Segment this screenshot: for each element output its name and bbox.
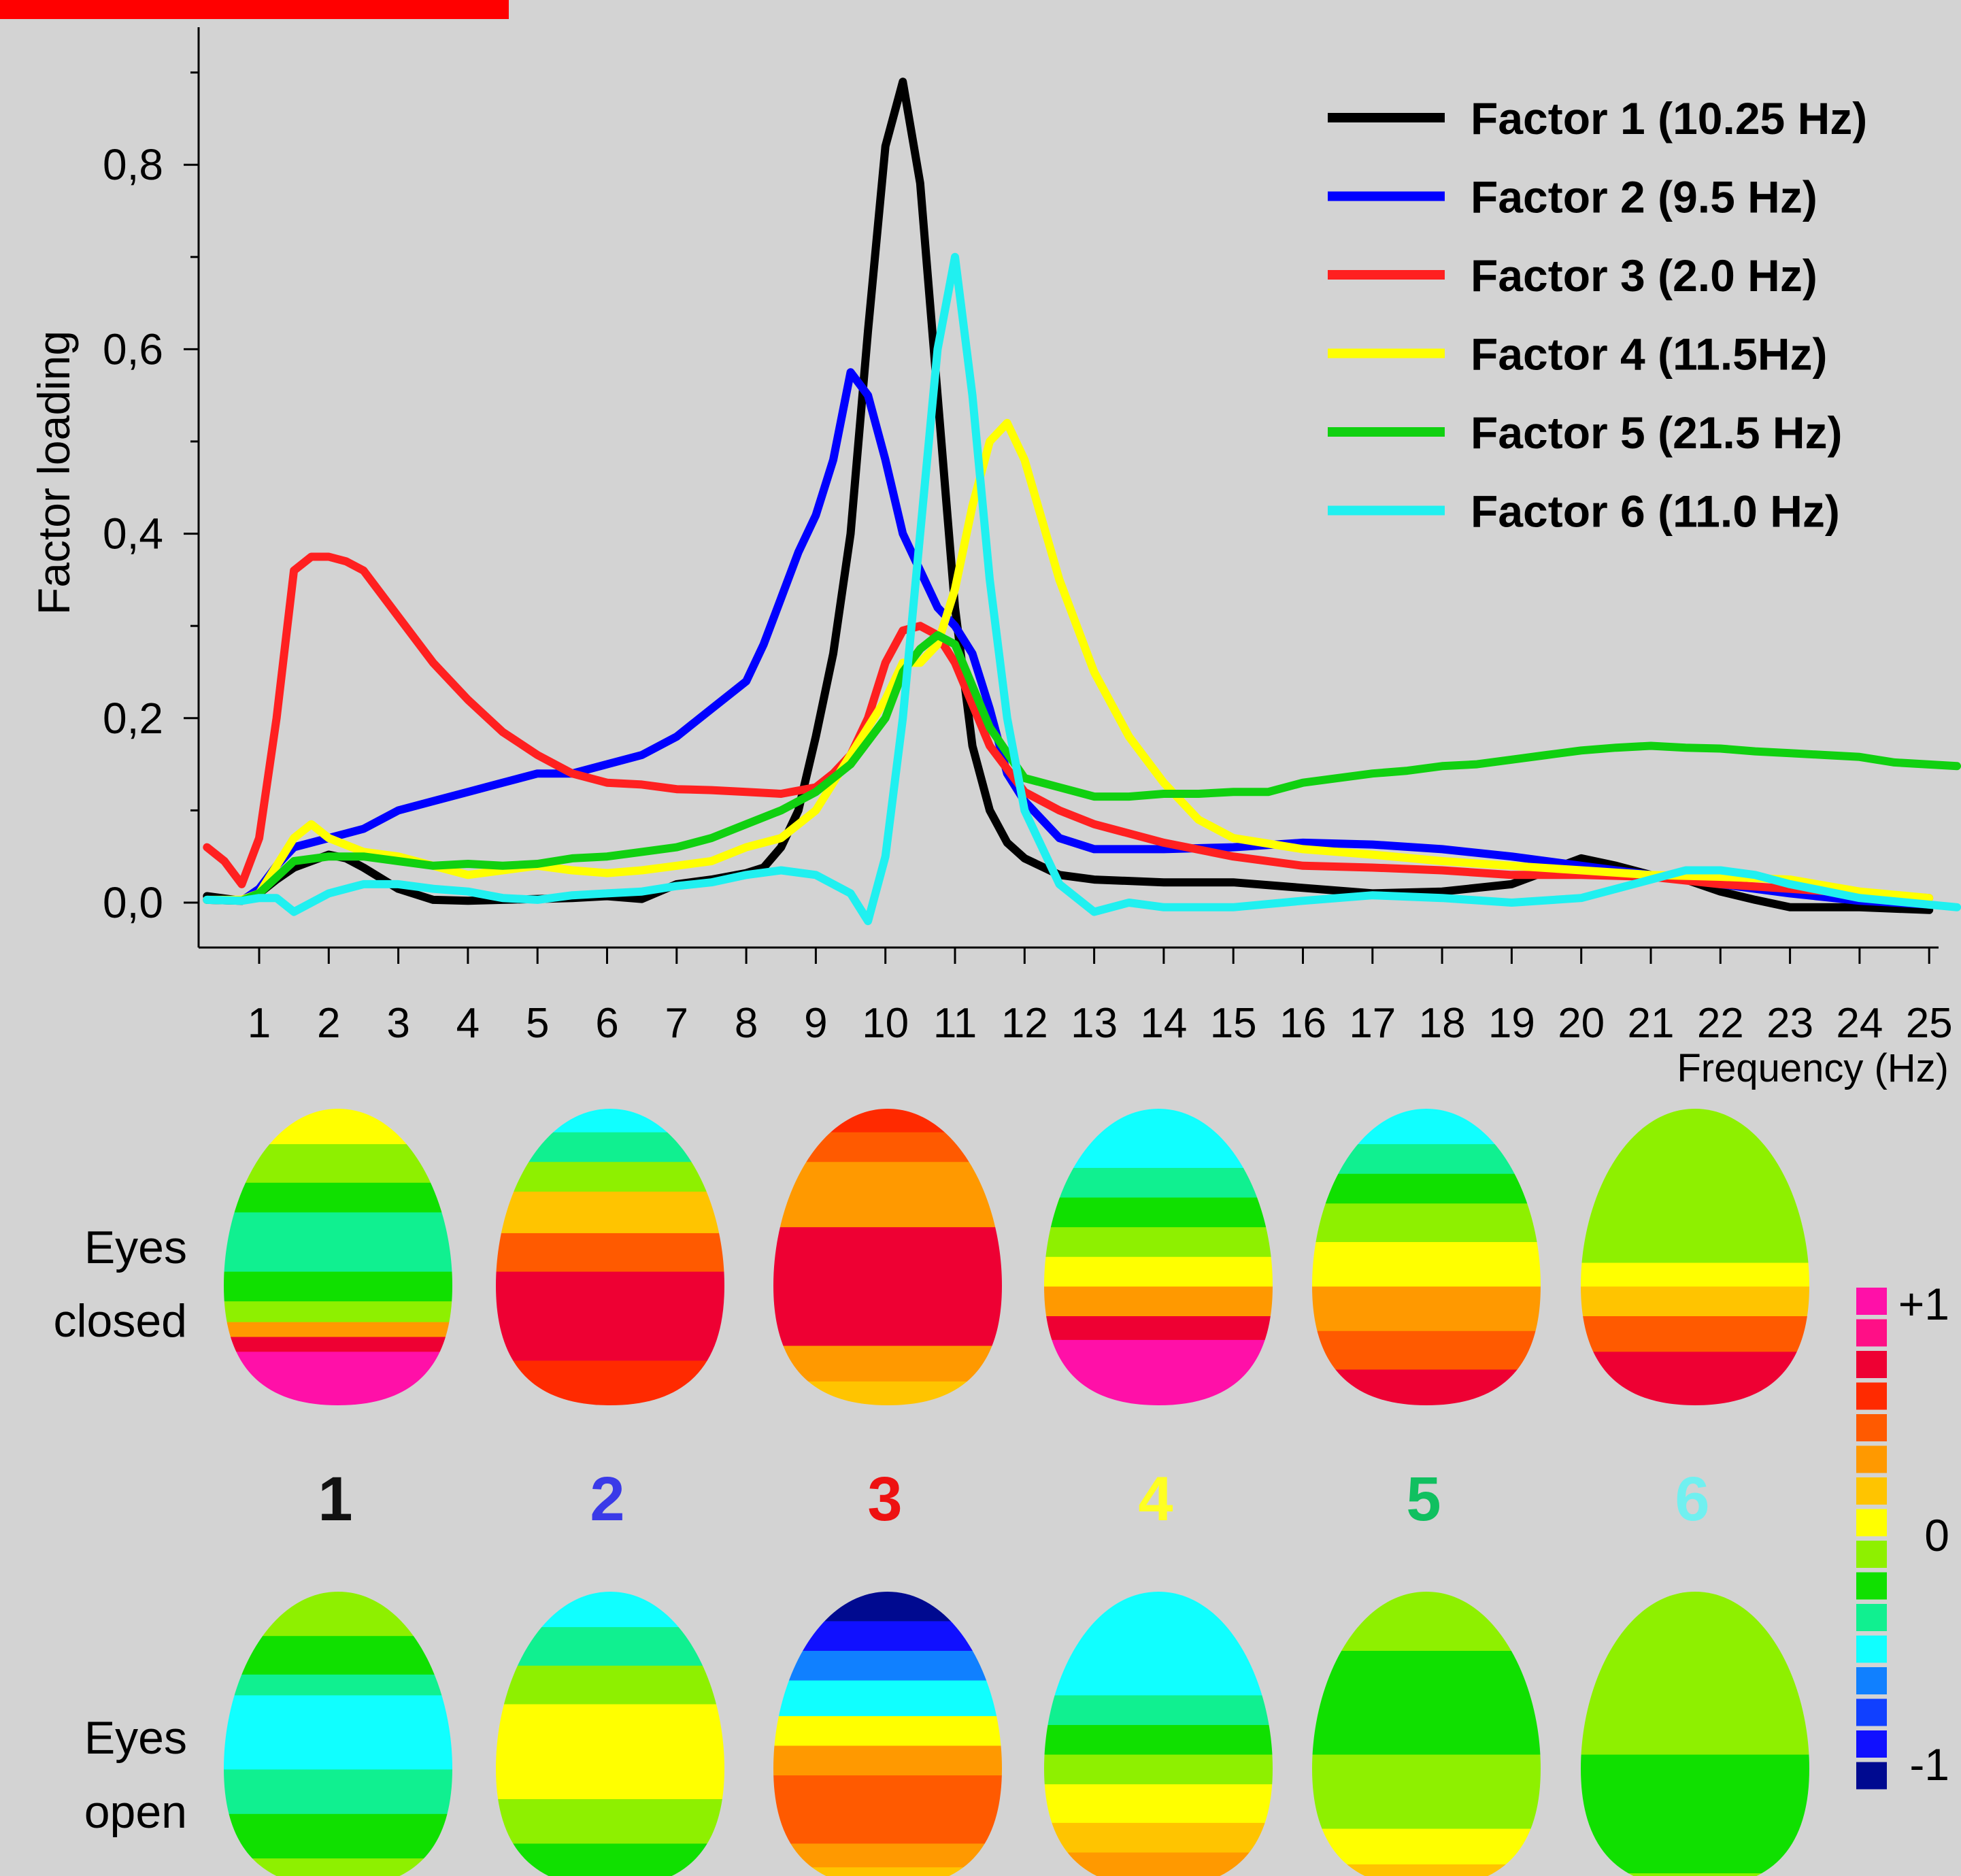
x-tick-label: 18 — [1419, 1000, 1466, 1047]
x-tick-label: 9 — [804, 1000, 827, 1047]
x-tick-label: 22 — [1697, 1000, 1744, 1047]
scalp-map-eyes-open-3 — [773, 1592, 1002, 1876]
colorbar-swatch — [1856, 1382, 1887, 1410]
svg-text:open: open — [84, 1786, 187, 1838]
legend-label: Factor 5 (21.5 Hz) — [1471, 407, 1843, 458]
colorbar-swatch — [1856, 1572, 1887, 1600]
legend-label: Factor 6 (11.0 Hz) — [1471, 486, 1840, 537]
x-tick-label: 1 — [248, 1000, 271, 1047]
x-tick-label: 21 — [1628, 1000, 1675, 1047]
colorbar-swatch — [1856, 1509, 1887, 1537]
scalp-map-eyes-closed-6 — [1581, 1109, 1809, 1405]
colorbar-swatch — [1856, 1445, 1887, 1473]
factor-number-2: 2 — [590, 1464, 624, 1534]
x-tick-label: 4 — [456, 1000, 480, 1047]
colorbar-swatch — [1856, 1541, 1887, 1568]
x-tick-label: 10 — [862, 1000, 909, 1047]
y-tick-label: 0,6 — [103, 324, 163, 373]
scalp-map-eyes-closed-1 — [224, 1109, 452, 1405]
x-tick-label: 25 — [1906, 1000, 1953, 1047]
colorbar-swatch — [1856, 1667, 1887, 1694]
x-tick-label: 15 — [1210, 1000, 1257, 1047]
legend-label: Factor 4 (11.5Hz) — [1471, 329, 1828, 380]
x-tick-label: 2 — [317, 1000, 340, 1047]
colorbar-swatch — [1856, 1730, 1887, 1758]
x-tick-label: 20 — [1558, 1000, 1605, 1047]
factor-number-4: 4 — [1138, 1464, 1173, 1534]
legend-label: Factor 1 (10.25 Hz) — [1471, 93, 1867, 144]
red-header-bar — [0, 0, 509, 19]
x-tick-label: 13 — [1071, 1000, 1118, 1047]
series-line-2 — [203, 368, 1934, 909]
ticks: 1 2 3 4 5 6 7 8 9 10 11 12 13 14 15 16 17 18 19 20 21 22 23 24 2… — [103, 71, 1953, 1047]
colorbar-label: +1 — [1898, 1279, 1949, 1329]
x-axis-label: Frequency (Hz) — [1677, 1046, 1949, 1090]
colorbar-swatch — [1856, 1351, 1887, 1378]
colorbar-swatch — [1856, 1635, 1887, 1663]
legend-label: Factor 3 (2.0 Hz) — [1471, 250, 1817, 301]
scalp-map-eyes-open-6 — [1581, 1592, 1809, 1876]
legend: Factor 1 (10.25 Hz) Factor 2 (9.5 Hz) Fact… — [1328, 93, 1867, 537]
scalp-map-eyes-open-5 — [1312, 1592, 1541, 1876]
y-tick-label: 0,0 — [103, 878, 163, 927]
x-tick-label: 23 — [1766, 1000, 1813, 1047]
legend-label: Factor 2 (9.5 Hz) — [1471, 172, 1817, 222]
x-tick-label: 8 — [735, 1000, 758, 1047]
x-tick-label: 6 — [595, 1000, 618, 1047]
scalp-maps: 1 2 3 4 5 6 — [224, 1109, 1809, 1876]
x-tick-label: 3 — [386, 1000, 409, 1047]
eyes-open-label: Eyes open — [84, 1712, 187, 1838]
colorbar-swatch — [1856, 1414, 1887, 1441]
y-tick-label: 0,4 — [103, 509, 163, 558]
colorbar-label: 0 — [1924, 1510, 1949, 1560]
x-tick-label: 12 — [1001, 1000, 1048, 1047]
x-tick-label: 24 — [1836, 1000, 1883, 1047]
colorbar-swatch — [1856, 1762, 1887, 1790]
colorbar-swatch — [1856, 1698, 1887, 1726]
x-tick-label: 14 — [1140, 1000, 1187, 1047]
series-line-6 — [203, 252, 1961, 926]
x-tick-label: 17 — [1349, 1000, 1396, 1047]
axes — [197, 27, 1939, 949]
factor-number-6: 6 — [1675, 1464, 1709, 1534]
svg-text:Eyes: Eyes — [84, 1222, 187, 1273]
scalp-map-eyes-closed-2 — [496, 1109, 724, 1405]
factor-number-5: 5 — [1406, 1464, 1441, 1534]
x-tick-label: 19 — [1488, 1000, 1535, 1047]
x-tick-label: 5 — [526, 1000, 549, 1047]
y-axis-label: Factor loading — [29, 331, 79, 615]
series-line-4 — [203, 418, 1934, 904]
x-tick-label: 16 — [1279, 1000, 1326, 1047]
eyes-closed-label: Eyes closed — [53, 1222, 187, 1347]
svg-text:Eyes: Eyes — [84, 1712, 187, 1764]
series-lines — [203, 78, 1961, 926]
x-tick-label: 11 — [933, 1000, 977, 1047]
scalp-map-eyes-open-1 — [224, 1592, 452, 1876]
scalp-map-eyes-closed-3 — [773, 1109, 1002, 1405]
x-tick-label: 7 — [665, 1000, 688, 1047]
scalp-map-eyes-closed-5 — [1312, 1109, 1541, 1405]
scalp-map-eyes-open-2 — [496, 1592, 724, 1876]
colorbar-swatch — [1856, 1319, 1887, 1347]
colorbar-swatch — [1856, 1477, 1887, 1505]
scalp-map-eyes-closed-4 — [1044, 1109, 1273, 1405]
colorbar-swatch — [1856, 1604, 1887, 1631]
factor-number-3: 3 — [867, 1464, 902, 1534]
factor-number-1: 1 — [318, 1464, 352, 1534]
y-tick-label: 0,8 — [103, 140, 163, 189]
svg-text:closed: closed — [53, 1295, 187, 1347]
colorbar: +1 0 -1 — [1856, 1279, 1949, 1790]
colorbar-swatch — [1856, 1288, 1887, 1315]
y-tick-label: 0,2 — [103, 694, 163, 743]
scalp-map-eyes-open-4 — [1044, 1592, 1273, 1876]
series-line-5 — [203, 631, 1961, 905]
colorbar-label: -1 — [1909, 1739, 1949, 1790]
